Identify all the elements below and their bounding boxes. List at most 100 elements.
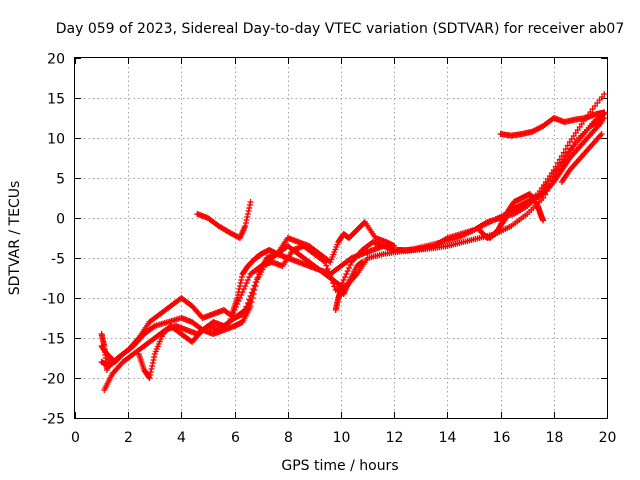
series-track-3 [101,115,608,393]
data-point-marker [330,280,337,286]
data-point-marker [601,115,608,121]
series-track-5 [194,199,254,241]
series-track-12 [558,131,605,185]
data-point-marker [151,354,158,360]
data-point-marker [347,262,354,268]
y-tick-label: 15 [47,92,65,108]
data-point-marker [149,363,156,369]
series-track-9 [497,109,608,139]
data-point-marker [344,268,351,274]
data-point-marker [234,295,241,301]
x-axis: 0 2 4 6 8 10 12 14 16 18 20 [71,58,616,446]
data-point-marker [245,208,252,214]
series-track-11 [476,119,605,241]
data-point-marker [251,282,258,289]
data-points [98,91,608,393]
series-track-4 [135,299,254,381]
data-point-marker [331,283,338,290]
chart-title: Day 059 of 2023, Sidereal Day-to-day VTE… [56,21,625,37]
data-point-marker [247,299,254,305]
data-point-marker [106,355,113,361]
data-point-marker [556,156,563,163]
data-point-marker [568,146,575,152]
data-point-marker [562,146,569,152]
data-point-marker [326,269,333,276]
data-point-marker [236,283,243,289]
x-tick-label: 14 [439,430,457,446]
x-tick-label: 12 [386,430,404,446]
data-point-marker [570,142,577,149]
data-point-marker [147,369,154,375]
data-point-marker [149,360,156,366]
series-track-7 [332,259,366,313]
data-point-marker [558,153,565,159]
plot-frame [74,57,608,419]
y-tick-label: -5 [51,252,65,268]
data-point-marker [247,293,254,299]
data-point-marker [345,265,352,271]
data-point-marker [247,199,254,205]
data-point-marker [243,280,250,286]
data-point-marker [236,286,243,292]
data-point-marker [234,292,241,298]
x-tick-label: 0 [71,430,80,446]
y-tick-label: -25 [42,412,65,428]
x-tick-label: 6 [231,430,240,446]
y-tick-label: -15 [42,332,65,348]
x-tick-label: 2 [124,430,133,446]
data-point-marker [391,243,398,249]
data-point-marker [554,160,561,166]
data-point-marker [246,202,253,208]
data-point-marker [324,266,331,272]
data-point-marker [560,149,567,156]
x-tick-label: 4 [177,430,186,446]
data-point-marker [601,109,608,116]
data-point-marker [242,220,249,226]
data-point-marker [323,262,330,269]
data-point-marker [250,286,257,292]
data-point-marker [243,217,250,223]
data-point-marker [601,91,608,97]
x-tick-label: 20 [599,430,617,446]
data-point-marker [598,131,605,137]
data-point-marker [552,163,559,170]
data-point-marker [598,119,605,125]
data-point-marker [340,277,347,283]
data-point-marker [244,277,251,283]
data-point-marker [564,142,571,149]
data-point-marker [238,277,245,283]
series-track-8 [98,331,113,373]
x-tick-label: 10 [333,430,351,446]
y-tick-label: 5 [56,172,65,188]
data-point-marker [146,375,153,381]
y-tick-label: -10 [42,292,65,308]
data-point-marker [237,280,244,286]
data-point-marker [327,273,334,279]
data-point-marker [248,289,255,296]
data-point-marker [343,271,350,277]
y-tick-label: -20 [42,372,65,388]
x-tick-label: 8 [284,430,293,446]
data-point-marker [246,274,253,280]
data-point-marker [540,217,547,224]
data-point-marker [244,211,251,217]
series-track-6 [228,219,398,317]
y-axis-title: SDTVAR / TECUs [7,181,23,296]
x-tick-label: 16 [493,430,511,446]
data-point-marker [150,357,157,363]
data-point-marker [242,283,249,289]
data-point-marker [235,289,242,295]
data-point-marker [341,274,348,280]
y-tick-label: 20 [47,52,65,68]
data-point-marker [147,372,154,378]
data-point-marker [566,149,573,156]
data-point-marker [148,366,155,372]
data-point-marker [238,274,245,280]
data-point-marker [244,214,251,220]
y-tick-label: 0 [56,212,65,228]
data-point-marker [328,276,335,283]
x-axis-title: GPS time / hours [281,458,398,474]
x-tick-label: 18 [546,430,564,446]
data-point-marker [550,167,557,173]
